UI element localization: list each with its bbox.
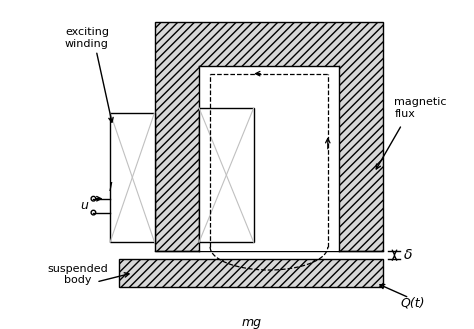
Text: magnetic
flux: magnetic flux [394,97,447,119]
Bar [110,113,155,242]
Bar [119,259,383,287]
Text: suspended
body: suspended body [47,264,108,286]
Bar [155,22,383,251]
Text: I: I [108,181,112,194]
Text: u: u [80,199,88,212]
Text: exciting
winding: exciting winding [65,27,109,49]
Text: mg: mg [241,316,261,329]
Bar [199,66,339,251]
Text: δ: δ [404,248,412,262]
Text: Q(t): Q(t) [400,297,425,310]
Bar [199,108,254,242]
